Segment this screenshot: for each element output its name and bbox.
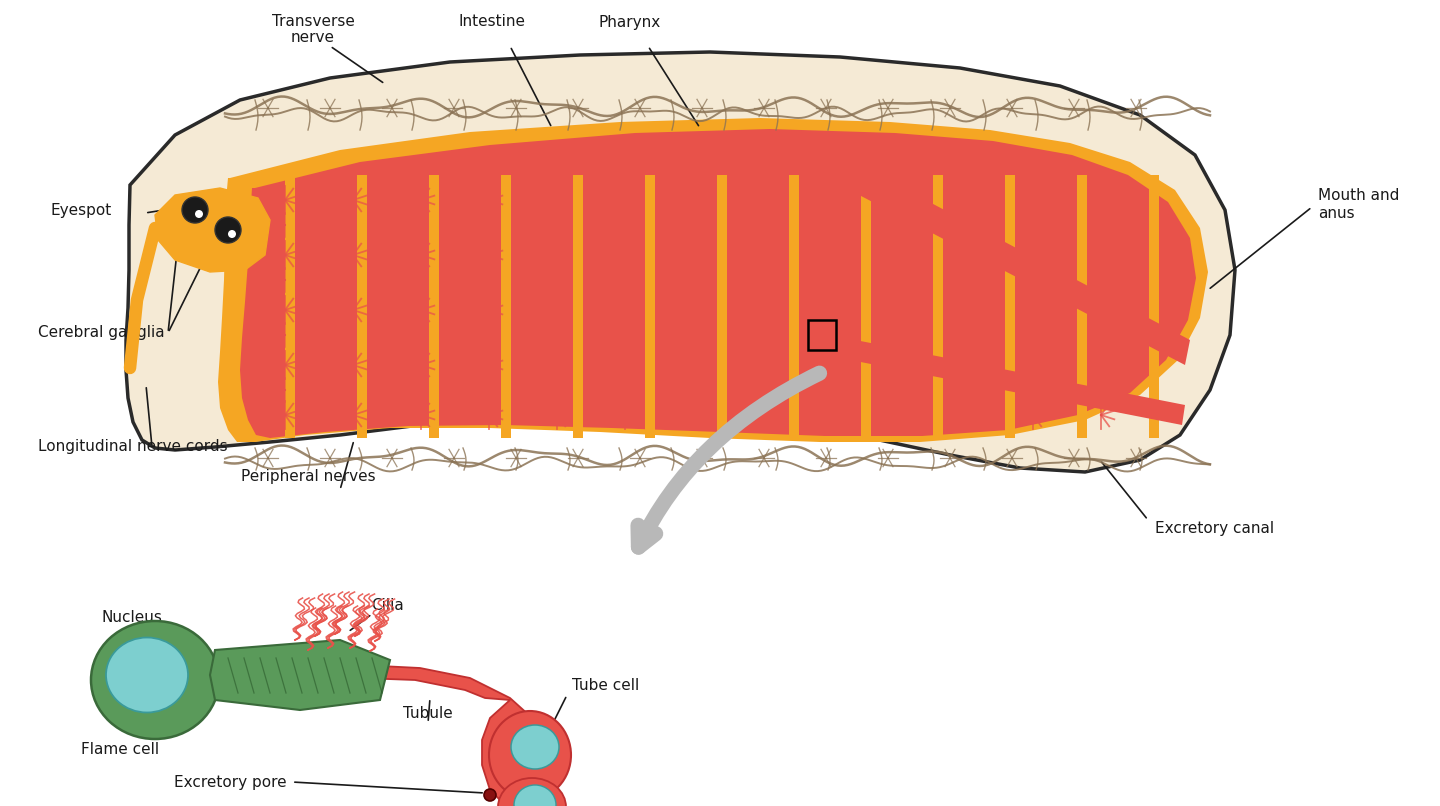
Text: Longitudinal nerve cords: Longitudinal nerve cords: [37, 439, 228, 455]
Polygon shape: [1149, 175, 1159, 438]
Text: Flame cell: Flame cell: [81, 742, 158, 758]
Circle shape: [484, 789, 495, 801]
Ellipse shape: [498, 778, 566, 806]
Text: Transverse: Transverse: [272, 15, 354, 30]
Text: Excretory canal: Excretory canal: [1155, 521, 1274, 535]
Polygon shape: [645, 175, 655, 438]
Text: nerve: nerve: [291, 31, 336, 45]
Polygon shape: [825, 335, 1185, 425]
Text: Eyespot: Eyespot: [50, 202, 111, 218]
Text: Peripheral nerves: Peripheral nerves: [240, 470, 376, 484]
Circle shape: [181, 197, 207, 223]
Circle shape: [215, 217, 240, 243]
Bar: [808, 320, 837, 350]
Text: Tube cell: Tube cell: [572, 678, 639, 692]
Text: Tubule: Tubule: [403, 705, 452, 721]
Polygon shape: [255, 665, 554, 806]
Ellipse shape: [514, 785, 556, 806]
Polygon shape: [1005, 175, 1015, 438]
Polygon shape: [933, 175, 943, 438]
Polygon shape: [789, 175, 799, 438]
Polygon shape: [429, 175, 439, 438]
Ellipse shape: [490, 711, 572, 799]
Ellipse shape: [511, 725, 559, 769]
Polygon shape: [573, 175, 583, 438]
Text: Cerebral ganglia: Cerebral ganglia: [37, 326, 164, 340]
Polygon shape: [156, 188, 271, 272]
Text: Cilia: Cilia: [372, 597, 405, 613]
Polygon shape: [285, 175, 295, 438]
Circle shape: [228, 230, 236, 238]
Text: Nucleus: Nucleus: [102, 609, 163, 625]
Polygon shape: [210, 640, 390, 710]
Polygon shape: [840, 160, 1189, 365]
Text: Pharynx: Pharynx: [599, 15, 661, 30]
Polygon shape: [1077, 175, 1087, 438]
Text: Intestine: Intestine: [458, 15, 526, 30]
Text: anus: anus: [1318, 206, 1355, 221]
Polygon shape: [861, 175, 871, 438]
Polygon shape: [240, 129, 1197, 438]
Text: Mouth and: Mouth and: [1318, 189, 1400, 203]
Polygon shape: [501, 175, 511, 438]
Polygon shape: [217, 118, 1208, 442]
Polygon shape: [717, 175, 727, 438]
Text: Excretory pore: Excretory pore: [174, 775, 287, 790]
Polygon shape: [127, 52, 1236, 472]
Ellipse shape: [107, 638, 189, 713]
Ellipse shape: [91, 621, 219, 739]
Polygon shape: [357, 175, 367, 438]
Circle shape: [194, 210, 203, 218]
